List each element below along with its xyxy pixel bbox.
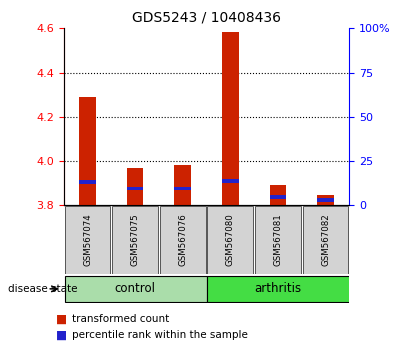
Bar xyxy=(270,185,286,205)
Bar xyxy=(127,168,143,205)
Text: GSM567081: GSM567081 xyxy=(273,213,282,266)
Bar xyxy=(317,198,334,202)
Bar xyxy=(65,206,111,274)
Text: ■: ■ xyxy=(55,329,67,342)
Bar xyxy=(127,187,143,190)
Bar xyxy=(208,276,350,302)
Bar xyxy=(160,206,206,274)
Text: percentile rank within the sample: percentile rank within the sample xyxy=(72,330,248,340)
Text: control: control xyxy=(115,282,156,295)
Text: transformed count: transformed count xyxy=(72,314,169,324)
Text: GSM567080: GSM567080 xyxy=(226,213,235,266)
Bar xyxy=(208,206,253,274)
Bar xyxy=(222,179,239,183)
Text: GSM567074: GSM567074 xyxy=(83,213,92,266)
Bar xyxy=(255,206,301,274)
Bar xyxy=(174,187,191,190)
Title: GDS5243 / 10408436: GDS5243 / 10408436 xyxy=(132,10,281,24)
Bar xyxy=(79,97,96,205)
Bar xyxy=(174,166,191,205)
Bar xyxy=(222,32,239,205)
Bar xyxy=(79,181,96,184)
Text: GSM567076: GSM567076 xyxy=(178,213,187,266)
Bar xyxy=(65,276,208,302)
Text: GSM567075: GSM567075 xyxy=(131,213,140,266)
Bar xyxy=(112,206,158,274)
Text: ■: ■ xyxy=(55,313,67,326)
Text: arthritis: arthritis xyxy=(254,282,302,295)
Text: disease state: disease state xyxy=(8,284,78,294)
Bar xyxy=(317,195,334,205)
Text: GSM567082: GSM567082 xyxy=(321,213,330,266)
Bar xyxy=(302,206,349,274)
Bar xyxy=(270,195,286,199)
